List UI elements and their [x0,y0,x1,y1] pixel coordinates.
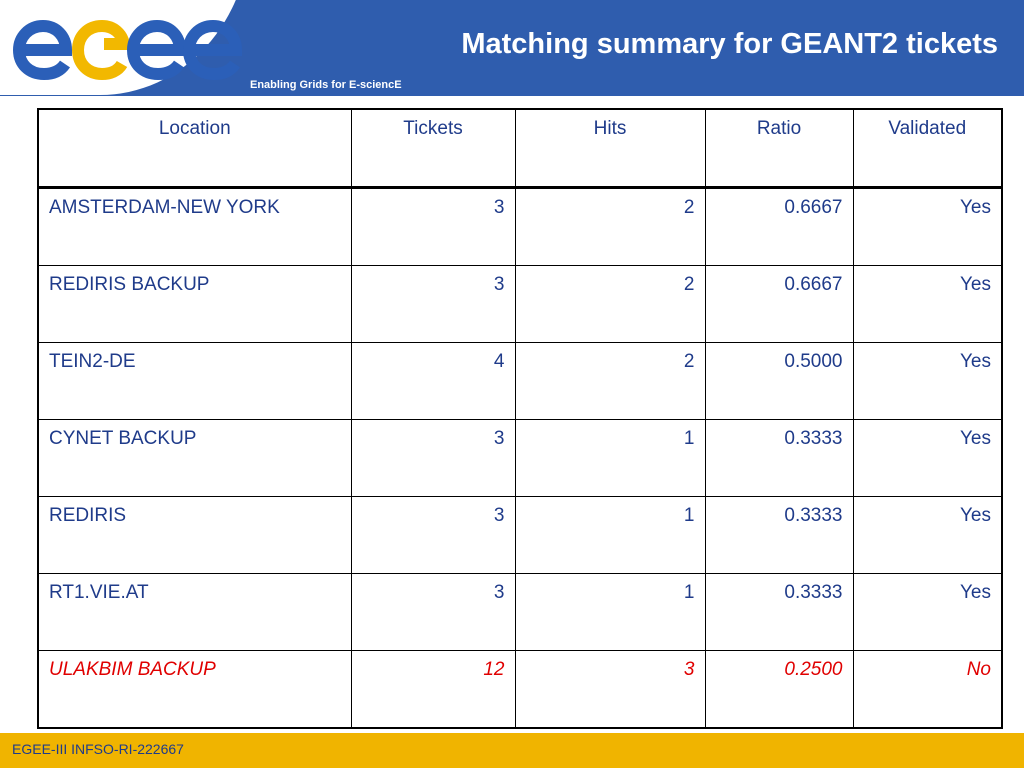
column-header-location: Location [37,108,352,189]
validated-cell: Yes [852,342,1003,420]
matching-summary-table: Location Tickets Hits Ratio Validated AM… [37,108,1003,729]
column-header-ratio: Ratio [704,108,854,189]
footer-text: EGEE-III INFSO-RI-222667 [12,741,184,757]
table-row: CYNET BACKUP 3 1 0.3333 Yes [37,419,1003,497]
location-cell: CYNET BACKUP [37,419,352,497]
location-cell: ULAKBIM BACKUP [37,650,352,729]
header-bar: Matching summary for GEANT2 tickets Enab… [0,0,1024,96]
egee-logo [12,19,242,80]
validated-cell: Yes [852,496,1003,574]
hits-cell: 2 [514,342,706,420]
location-cell: REDIRIS [37,496,352,574]
table-row: RT1.VIE.AT 3 1 0.3333 Yes [37,573,1003,651]
column-header-hits: Hits [514,108,706,189]
table-row-not-validated: ULAKBIM BACKUP 12 3 0.2500 No [37,650,1003,729]
ratio-cell: 0.3333 [704,419,854,497]
ratio-cell: 0.6667 [704,265,854,343]
tickets-cell: 12 [350,650,516,729]
ratio-cell: 0.5000 [704,342,854,420]
page-title: Matching summary for GEANT2 tickets [461,28,998,60]
table-row: REDIRIS BACKUP 3 2 0.6667 Yes [37,265,1003,343]
tickets-cell: 3 [350,187,516,266]
ratio-cell: 0.3333 [704,573,854,651]
location-cell: AMSTERDAM-NEW YORK [37,187,352,266]
hits-cell: 2 [514,187,706,266]
ratio-cell: 0.6667 [704,187,854,266]
tickets-cell: 3 [350,496,516,574]
ratio-cell: 0.2500 [704,650,854,729]
hits-cell: 1 [514,573,706,651]
validated-cell: Yes [852,265,1003,343]
tickets-cell: 4 [350,342,516,420]
validated-cell: Yes [852,419,1003,497]
location-cell: REDIRIS BACKUP [37,265,352,343]
table-row: REDIRIS 3 1 0.3333 Yes [37,496,1003,574]
tickets-cell: 3 [350,419,516,497]
hits-cell: 1 [514,419,706,497]
column-header-tickets: Tickets [350,108,516,189]
validated-cell: Yes [852,573,1003,651]
ratio-cell: 0.3333 [704,496,854,574]
location-cell: RT1.VIE.AT [37,573,352,651]
validated-cell: Yes [852,187,1003,266]
table-row: AMSTERDAM-NEW YORK 3 2 0.6667 Yes [37,187,1003,266]
tagline: Enabling Grids for E-sciencE [250,79,402,91]
hits-cell: 1 [514,496,706,574]
location-cell: TEIN2-DE [37,342,352,420]
table-row: TEIN2-DE 4 2 0.5000 Yes [37,342,1003,420]
tickets-cell: 3 [350,265,516,343]
tickets-cell: 3 [350,573,516,651]
table-header-row: Location Tickets Hits Ratio Validated [37,108,1003,189]
hits-cell: 2 [514,265,706,343]
hits-cell: 3 [514,650,706,729]
footer-bar: EGEE-III INFSO-RI-222667 [0,733,1024,768]
validated-cell: No [852,650,1003,729]
column-header-validated: Validated [852,108,1003,189]
